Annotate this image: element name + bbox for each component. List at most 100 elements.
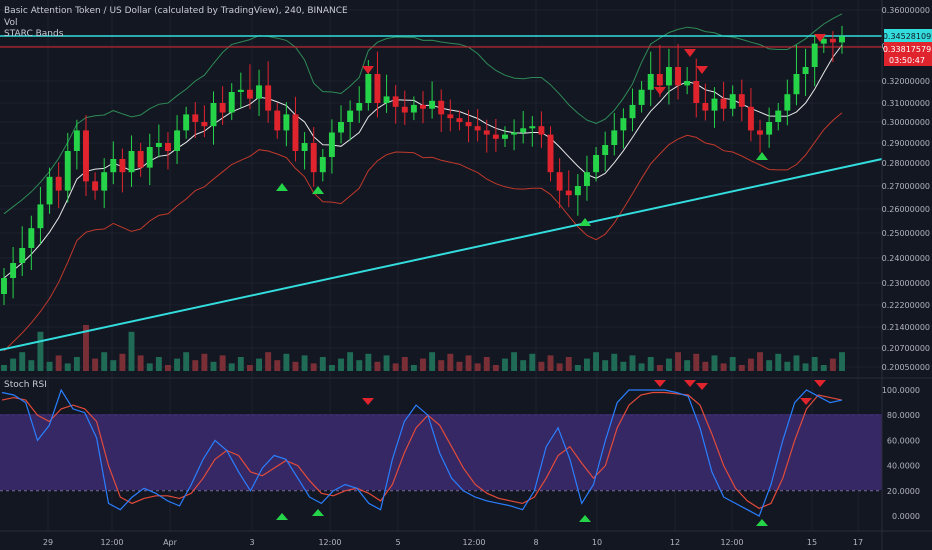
candle-body xyxy=(520,128,527,133)
candle-body xyxy=(729,94,736,109)
candle-body xyxy=(83,130,89,182)
candle-body xyxy=(383,96,390,103)
candle-body xyxy=(365,74,372,103)
candle-body xyxy=(119,159,126,173)
vol-legend[interactable]: Vol xyxy=(4,18,18,28)
candle-body xyxy=(429,100,436,109)
volume-bar xyxy=(164,365,171,371)
rsi-sell-signal-icon xyxy=(696,383,708,390)
candles xyxy=(1,25,845,305)
time-tick-label: 8 xyxy=(533,538,538,547)
volume-bar xyxy=(155,357,162,371)
volume-bar xyxy=(547,355,554,371)
candle-body xyxy=(839,36,845,43)
candle-body xyxy=(802,67,809,74)
candle-body xyxy=(73,130,80,151)
price-axis[interactable]: 0.360000000.330000000.320000000.31000000… xyxy=(882,6,930,372)
volume-bar xyxy=(638,363,645,371)
candle-body xyxy=(183,114,190,131)
volume-bar xyxy=(328,365,335,371)
price-tick-label: 0.31000000 xyxy=(882,99,930,108)
volume-bar xyxy=(793,355,800,371)
price-tick-label: 0.23000000 xyxy=(882,279,930,288)
time-tick-label: Apr xyxy=(163,538,178,547)
candle-body xyxy=(301,143,308,151)
time-tick-label: 3 xyxy=(249,538,254,547)
rsi-buy-signal-icon xyxy=(756,519,768,526)
volume-bar xyxy=(110,360,117,371)
volume-bar xyxy=(420,358,426,371)
stoch-d-line xyxy=(1,391,843,510)
upper-band xyxy=(3,13,843,215)
volume-bar xyxy=(766,360,773,371)
candle-body xyxy=(237,89,244,92)
starc-legend[interactable]: STARC Bands xyxy=(4,29,64,39)
volume-bar xyxy=(802,363,809,371)
volume-bar xyxy=(565,357,572,371)
trendline[interactable] xyxy=(0,158,883,351)
candle-body xyxy=(392,96,399,107)
volume-bar xyxy=(201,353,208,371)
stoch-rsi-lines xyxy=(1,380,843,526)
volume-bar xyxy=(101,352,108,371)
time-tick-label: 12:00 xyxy=(100,538,123,547)
chart-title: Basic Attention Token / US Dollar (calcu… xyxy=(4,6,348,16)
candle-body xyxy=(420,104,426,109)
volume-bar xyxy=(265,352,272,371)
candle-body xyxy=(738,94,745,107)
candle-body xyxy=(101,172,108,191)
candle-body xyxy=(665,67,672,86)
volume-bar xyxy=(620,361,627,371)
volume-bar xyxy=(811,357,818,371)
candle-body xyxy=(92,181,99,191)
candle-body xyxy=(793,74,800,95)
volume-bar xyxy=(19,352,26,371)
volume-bar xyxy=(37,331,44,371)
volume-bar xyxy=(283,353,290,371)
time-tick-label: 29 xyxy=(43,538,53,547)
volume-bar xyxy=(256,358,263,371)
volume-bar xyxy=(274,360,281,371)
candle-body xyxy=(201,122,208,127)
volume-bar xyxy=(702,361,709,371)
sell-signal-icon xyxy=(684,49,696,57)
volume-bar xyxy=(820,365,827,371)
candle-body xyxy=(37,204,44,229)
rsi-tick-label: 20.0000 xyxy=(887,487,920,496)
volume-bar xyxy=(492,365,499,371)
volume-bar xyxy=(219,355,226,371)
candle-body xyxy=(811,43,818,67)
price-tick-label: 0.22200000 xyxy=(882,301,930,310)
volume-bar xyxy=(675,352,682,371)
candle-body xyxy=(246,89,253,99)
volume-bar xyxy=(210,361,217,371)
candle-body xyxy=(10,263,17,278)
volume-bar xyxy=(392,363,399,371)
volume-bar xyxy=(429,352,436,371)
candle-body xyxy=(456,118,463,122)
price-tick-label: 0.20050000 xyxy=(882,363,930,372)
red-price-tag xyxy=(884,42,932,66)
buy-signal-icon xyxy=(756,152,768,160)
candle-body xyxy=(556,172,563,191)
stoch-rsi-legend[interactable]: Stoch RSI xyxy=(4,380,47,390)
time-tick-label: 12:00 xyxy=(462,538,485,547)
volume-bar xyxy=(456,361,463,371)
candle-body xyxy=(128,151,135,173)
candle-body xyxy=(155,143,162,147)
volume-bar xyxy=(55,355,62,371)
candle-body xyxy=(483,130,490,135)
candle-body xyxy=(702,103,709,111)
volume-bar xyxy=(684,360,691,371)
candle-body xyxy=(146,147,153,168)
candle-body xyxy=(565,190,572,196)
candle-body xyxy=(228,92,235,113)
time-tick-label: 12:00 xyxy=(318,538,341,547)
time-axis[interactable]: 29 12:00 Apr 3 12:00 5 12:00 8 10 12 12:00 15 17 xyxy=(43,538,863,547)
price-tick-label: 0.28000000 xyxy=(882,159,930,168)
candle-body xyxy=(55,176,62,191)
volume-bar xyxy=(1,365,7,371)
volume-bar xyxy=(374,361,381,371)
volume-bar xyxy=(502,358,508,371)
